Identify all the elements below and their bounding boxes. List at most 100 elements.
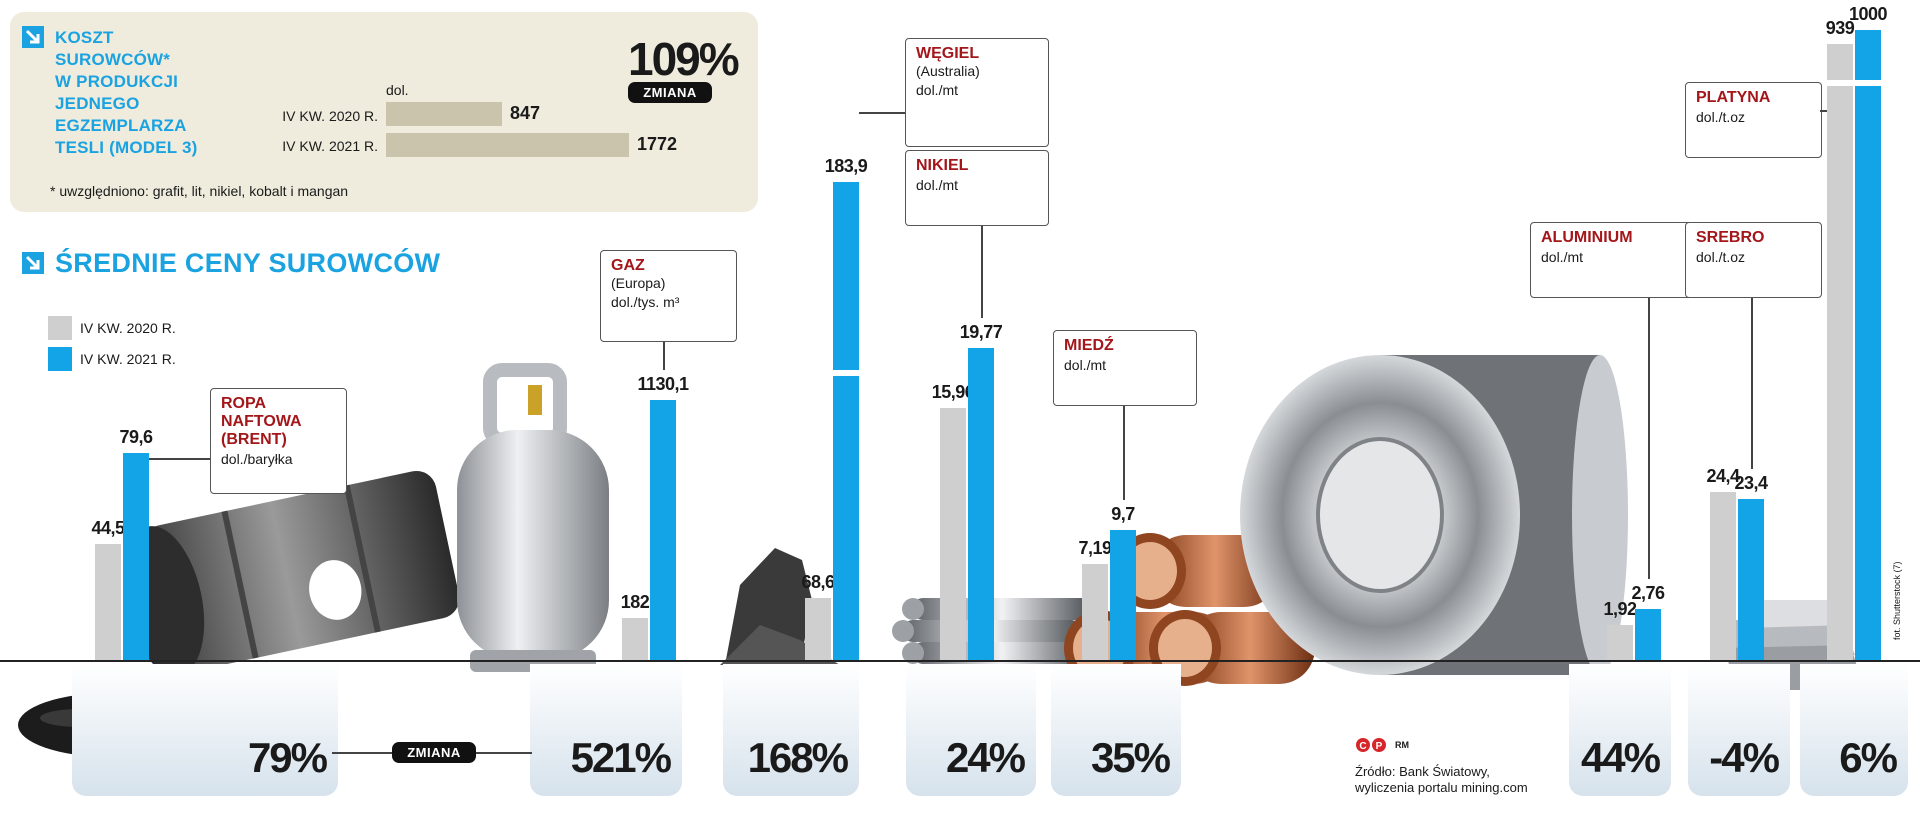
bar-value-label-0-2021: 79,6 [119,427,153,448]
bar-value-label-4-2020: 7,19 [1078,537,1112,558]
bar-3-2020 [940,407,966,660]
tesla-change-value: 109% [628,33,740,85]
bar-6-2020 [1710,491,1736,660]
bar-value-label-3-2021: 19,77 [959,321,1003,342]
svg-text:C: C [1359,741,1366,752]
copyright-icon: C P [1356,738,1386,752]
change-pill: ZMIANA [392,742,476,763]
tesla-cost-bar-2020 [386,102,502,126]
chart-baseline [0,660,1920,662]
legend-swatch-2020 [48,316,72,340]
commodity-name: PLATYNA [1696,89,1771,106]
bar-0-2021 [123,453,149,660]
commodity-region: (Europa) [611,275,666,291]
legend-label-2020: IV KW. 2020 R. [80,320,176,336]
bar-4-2020 [1082,563,1108,660]
bar-0-2020 [95,544,121,660]
bar-2-2020 [805,597,831,660]
commodity-callout-1: GAZ (Europa) dol./tys. m³ [600,250,737,342]
commodity-callout-7: PLATYNA dol./t.oz [1685,82,1822,158]
bar-value-label-2-2021: 183,9 [824,155,868,176]
tesla-cost-title: KOSZT SUROWCÓW* W PRODUKCJI JEDNEGO EGZEMPL… [55,28,198,157]
change-percent: -4% [1709,734,1780,781]
bar-6-2021 [1738,498,1764,660]
change-percent: 35% [1090,734,1171,781]
bar-value-label-7-2021: 1000 [1848,4,1888,24]
change-percent: 44% [1580,734,1661,781]
commodity-callout-6: SREBRO dol./t.oz [1685,222,1822,298]
callout-connector-1 [663,342,665,371]
commodity-unit: dol./mt [1064,357,1107,373]
change-box-4: 35% [1051,664,1181,796]
svg-text:P: P [1376,741,1383,752]
source-note: Źródło: Bank Światowy, wyliczenia portalu… [1355,764,1528,795]
bar-7-2021 [1855,30,1881,660]
change-box-6: -4% [1688,664,1790,796]
commodity-name: NAFTOWA [221,413,302,430]
axis-break-2-1 [831,370,861,376]
bar-value-label-2-2020: 68,6 [801,571,835,592]
tesla-row-label-2021: IV KW. 2021 R. [282,138,378,154]
photo-credit: fot. Shutterstock (7) [1892,561,1902,640]
bar-value-label-1-2021: 1130,1 [637,374,689,395]
commodity-unit: dol./baryłka [221,451,293,467]
change-box-5: 44% [1569,664,1671,796]
bar-value-label-3-2020: 15,96 [931,381,975,402]
callout-connector-7 [1820,110,1827,112]
callout-connector-6 [1751,298,1753,469]
change-box-2: 168% [723,664,859,796]
commodity-unit: dol./t.oz [1696,249,1746,265]
bar-value-label-4-2021: 9,7 [1111,504,1135,525]
commodity-name: (BRENT) [221,431,287,448]
commodity-callout-3: NIKIEL dol./mt [905,150,1049,226]
callout-connector-2 [859,112,905,114]
arrow-down-right-icon [22,252,44,274]
commodity-unit: dol./t.oz [1696,109,1746,125]
tesla-footnote: * uwzględniono: grafit, lit, nikiel, kob… [50,183,349,199]
tesla-cost-bar-2021 [386,133,629,157]
change-box-3: 24% [906,664,1036,796]
section-title: ŚREDNIE CENY SUROWCÓW [55,248,441,278]
tesla-unit: dol. [386,82,409,98]
bar-7-2020 [1827,43,1853,660]
tesla-row-label-2020: IV KW. 2020 R. [282,108,378,124]
legend-label-2021: IV KW. 2021 R. [80,351,176,367]
commodity-callout-0: ROPA NAFTOWA (BRENT) dol./baryłka [210,388,347,494]
commodity-name: WĘGIEL [916,45,980,62]
bar-2-2021 [833,181,859,660]
bar-value-label-5-2021: 2,76 [1631,583,1665,604]
commodity-name: NIKIEL [916,157,969,174]
steel-coil-icon [1240,355,1628,675]
arrow-down-right-icon [22,26,44,48]
commodity-callout-5: ALUMINIUM dol./mt [1530,222,1697,298]
bar-value-label-6-2020: 24,4 [1706,465,1740,486]
bar-1-2020 [622,618,648,660]
copyright-mark: RM [1395,740,1409,750]
change-percent: 521% [570,734,672,781]
commodity-name: GAZ [611,257,645,274]
change-percent: 168% [747,734,849,781]
change-percent: 6% [1839,734,1898,781]
commodity-unit: dol./mt [1541,249,1584,265]
commodity-unit: dol./mt [916,82,959,98]
axis-break-7-1 [1853,80,1883,86]
bar-3-2021 [968,347,994,660]
commodity-unit: dol./mt [916,177,959,193]
callout-connector-3 [981,226,983,318]
callout-connector-0 [149,458,210,460]
commodity-name: SREBRO [1696,229,1765,246]
tesla-cost-value-2021: 1772 [637,134,678,154]
bar-5-2020 [1607,624,1633,660]
commodity-name: ALUMINIUM [1541,229,1633,246]
commodity-name: ROPA [221,395,267,412]
bar-1-2021 [650,400,676,660]
commodity-unit: dol./tys. m³ [611,294,680,310]
commodity-region: (Australia) [916,63,980,79]
commodity-callout-2: WĘGIEL (Australia) dol./mt [905,38,1049,147]
bar-value-label-7-2020: 939 [1825,17,1855,38]
callout-connector-4 [1123,406,1125,501]
tesla-cost-value-2020: 847 [510,103,541,123]
legend-swatch-2021 [48,347,72,371]
